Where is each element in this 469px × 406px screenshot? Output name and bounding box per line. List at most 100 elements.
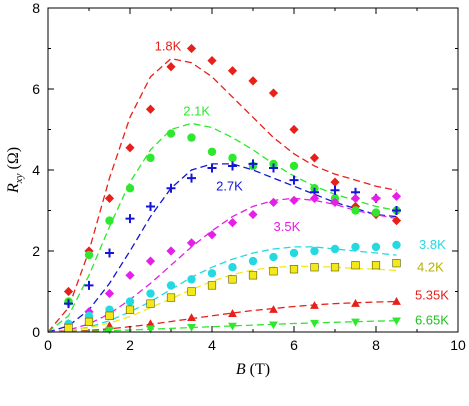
data-point-3-5k [371, 193, 381, 203]
data-point-1-8k [227, 66, 238, 76]
data-point-2-1k [166, 129, 176, 138]
series-label-2-1k: 2.1K [183, 103, 210, 118]
data-point-2-7k [228, 161, 237, 171]
data-point-1-8k [145, 104, 156, 114]
data-point-2-1k [289, 161, 299, 171]
fit-curves-layer [47, 57, 397, 333]
data-point-4-2k [330, 263, 340, 272]
data-point-4-2k [392, 259, 401, 268]
data-point-4-2k [269, 267, 278, 276]
data-point-3-5k [227, 218, 238, 228]
data-point-2-1k [105, 216, 114, 225]
data-point-1-8k [166, 62, 176, 72]
series-labels-layer: 1.8K 2.1K 2.7K 3.5K 3.8K 4.2K 5.35K 6.65K [155, 39, 450, 328]
data-point-3-8k [187, 275, 196, 284]
series-label-4-2k: 4.2K [417, 259, 444, 274]
data-point-2-7k [269, 163, 278, 173]
data-point-2-7k [64, 299, 73, 309]
data-point-2-1k [146, 153, 155, 163]
data-point-3-8k [166, 281, 176, 290]
series-label-3-8k: 3.8K [419, 237, 446, 252]
data-point-1-8k [248, 76, 258, 86]
data-point-4-2k [105, 311, 114, 320]
data-point-2-7k [248, 159, 258, 169]
data-point-5-35k [310, 301, 319, 309]
data-point-4-2k [146, 299, 155, 308]
data-point-2-7k [330, 185, 340, 195]
x-tick-label: 8 [372, 337, 380, 353]
x-tick-label: 4 [208, 337, 216, 353]
fit-curve-3-5k [47, 197, 397, 333]
data-point-2-7k [187, 173, 196, 183]
data-point-3-5k [125, 270, 135, 280]
axis-ticks-layer: 0 2 4 6 8 10 0 2 4 6 8 [32, 0, 466, 353]
fit-curve-6-65k [47, 320, 397, 333]
data-point-6-65k [228, 322, 237, 331]
data-point-3-5k [268, 197, 279, 207]
x-axis-unit: (T) [246, 361, 270, 378]
data-point-3-5k [248, 209, 258, 220]
data-point-1-8k [268, 88, 279, 98]
data-point-1-8k [125, 143, 135, 153]
data-point-3-8k [330, 244, 340, 254]
data-point-2-7k [207, 163, 217, 173]
data-point-3-8k [269, 252, 278, 262]
data-point-6-65k [310, 319, 319, 328]
data-point-6-65k [351, 318, 360, 327]
data-point-2-7k [125, 214, 135, 224]
data-point-3-8k [310, 246, 319, 256]
data-point-3-8k [371, 242, 381, 252]
y-axis-subscript: xy [13, 173, 25, 184]
data-point-3-5k [289, 195, 299, 205]
y-axis-unit: (Ω) [5, 147, 22, 174]
data-point-3-8k [125, 297, 135, 306]
y-tick-label: 6 [32, 81, 40, 97]
data-point-4-2k [228, 275, 237, 284]
data-point-1-8k [330, 177, 340, 187]
data-point-2-1k [371, 208, 381, 217]
data-point-3-5k [186, 238, 197, 248]
data-point-3-8k [289, 248, 299, 258]
y-axis-variable: R [5, 183, 22, 194]
data-point-5-35k [146, 319, 155, 328]
data-point-4-2k [371, 261, 381, 270]
fit-curve-5-35k [47, 300, 397, 333]
data-point-2-7k [84, 280, 94, 290]
data-point-4-2k [64, 323, 73, 333]
data-point-2-1k [207, 147, 217, 156]
y-tick-label: 2 [32, 243, 40, 259]
x-axis-variable: B [236, 361, 246, 378]
data-point-1-8k [104, 193, 115, 203]
data-point-6-65k [146, 325, 155, 334]
x-tick-label: 6 [290, 337, 298, 353]
data-point-4-2k [125, 305, 135, 314]
data-point-5-35k [228, 309, 237, 317]
data-point-1-8k [391, 216, 402, 226]
data-point-3-5k [309, 193, 320, 203]
data-point-4-2k [187, 287, 196, 296]
data-point-2-7k [146, 201, 155, 211]
data-markers-layer [63, 43, 402, 335]
series-label-2-7k: 2.7K [216, 178, 243, 193]
data-point-6-65k [187, 323, 196, 332]
data-point-5-35k [187, 313, 196, 322]
data-point-2-7k [289, 175, 299, 185]
data-point-5-35k [392, 297, 401, 305]
data-point-3-5k [104, 288, 115, 299]
data-point-5-35k [269, 305, 278, 313]
data-point-2-1k [228, 153, 237, 163]
data-point-2-7k [166, 183, 176, 193]
data-point-2-7k [105, 248, 114, 258]
data-point-3-8k [207, 269, 217, 278]
series-label-1-8k: 1.8K [155, 39, 182, 54]
data-point-6-65k [269, 321, 278, 330]
x-tick-label: 0 [44, 337, 52, 353]
x-tick-label: 10 [450, 337, 466, 353]
data-point-1-8k [309, 153, 320, 163]
data-point-2-1k [351, 206, 360, 215]
fit-curve-1-8k [47, 57, 397, 333]
data-point-1-8k [207, 56, 217, 66]
y-axis-title: Rxy (Ω) [5, 147, 25, 194]
x-axis-title: B (T) [236, 361, 270, 378]
